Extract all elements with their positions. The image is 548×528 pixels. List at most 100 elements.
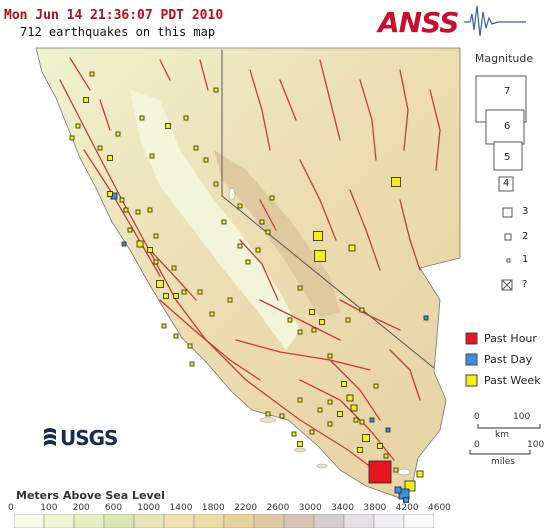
- earthquake-marker[interactable]: [353, 417, 359, 423]
- earthquake-marker[interactable]: [136, 240, 144, 248]
- earthquake-marker[interactable]: [327, 353, 333, 359]
- earthquake-marker[interactable]: [297, 397, 303, 403]
- earthquake-marker[interactable]: [297, 285, 303, 291]
- earthquake-marker[interactable]: [350, 404, 358, 412]
- earthquake-marker[interactable]: [237, 243, 243, 249]
- lake: [228, 187, 236, 201]
- earthquake-marker[interactable]: [181, 289, 187, 295]
- earthquake-marker[interactable]: [291, 431, 297, 437]
- earthquake-marker[interactable]: [319, 319, 325, 325]
- earthquake-marker[interactable]: [115, 131, 121, 137]
- earthquake-marker[interactable]: [135, 209, 141, 215]
- earthquake-marker[interactable]: [337, 411, 343, 417]
- earthquake-marker[interactable]: [287, 317, 293, 323]
- earthquake-marker[interactable]: [297, 441, 303, 447]
- earthquake-marker[interactable]: [359, 307, 365, 313]
- earthquake-marker[interactable]: [313, 231, 323, 241]
- earthquake-marker[interactable]: [193, 145, 199, 151]
- earthquake-marker[interactable]: [394, 486, 402, 494]
- earthquake-marker[interactable]: [213, 87, 219, 93]
- earthquake-marker[interactable]: [187, 343, 193, 349]
- earthquake-marker[interactable]: [147, 207, 153, 213]
- earthquake-marker[interactable]: [69, 135, 75, 141]
- scale-bar: [469, 424, 541, 455]
- earthquake-marker[interactable]: [265, 229, 271, 235]
- earthquake-marker[interactable]: [213, 181, 219, 187]
- earthquake-marker[interactable]: [369, 417, 375, 423]
- earthquake-marker[interactable]: [171, 265, 177, 271]
- usgs-logo: USGS: [44, 426, 134, 456]
- elevation-legend-title: Meters Above Sea Level: [16, 489, 165, 502]
- earthquake-marker[interactable]: [121, 241, 127, 247]
- earthquake-marker[interactable]: [127, 227, 133, 233]
- earthquake-markers[interactable]: [69, 71, 429, 503]
- earthquake-marker[interactable]: [107, 155, 113, 161]
- earthquake-marker[interactable]: [327, 421, 333, 427]
- earthquake-marker[interactable]: [341, 381, 347, 387]
- earthquake-marker[interactable]: [393, 467, 399, 473]
- earthquake-marker[interactable]: [297, 329, 303, 335]
- earthquake-marker[interactable]: [173, 293, 179, 299]
- earthquake-marker[interactable]: [385, 427, 391, 433]
- earthquake-marker[interactable]: [345, 317, 351, 323]
- earthquake-marker[interactable]: [279, 413, 285, 419]
- earthquake-marker[interactable]: [75, 123, 81, 129]
- earthquake-marker[interactable]: [173, 333, 179, 339]
- earthquake-marker[interactable]: [357, 447, 363, 453]
- earthquake-marker[interactable]: [97, 145, 103, 151]
- earthquake-marker[interactable]: [348, 244, 356, 252]
- earthquake-marker[interactable]: [391, 177, 401, 187]
- earthquake-marker[interactable]: [383, 453, 389, 459]
- earthquake-marker[interactable]: [153, 233, 159, 239]
- earthquake-marker[interactable]: [423, 315, 429, 321]
- mag-label-unknown: ?: [522, 279, 528, 290]
- elevation-band: [163, 514, 195, 528]
- earthquake-marker[interactable]: [163, 293, 169, 299]
- earthquake-marker[interactable]: [165, 123, 171, 129]
- earthquake-marker[interactable]: [368, 460, 392, 484]
- earthquake-marker[interactable]: [362, 434, 370, 442]
- earthquake-marker[interactable]: [403, 497, 409, 503]
- earthquake-marker[interactable]: [156, 280, 164, 288]
- earthquake-marker[interactable]: [373, 383, 379, 389]
- earthquake-marker[interactable]: [314, 250, 326, 262]
- elevation-band: [14, 514, 45, 528]
- earthquake-marker[interactable]: [197, 289, 203, 295]
- earthquake-marker[interactable]: [259, 219, 265, 225]
- earthquake-marker[interactable]: [317, 407, 323, 413]
- earthquake-marker[interactable]: [309, 309, 315, 315]
- earthquake-marker[interactable]: [245, 259, 251, 265]
- earthquake-marker[interactable]: [359, 419, 365, 425]
- earthquake-marker[interactable]: [269, 195, 275, 201]
- earthquake-marker[interactable]: [89, 71, 95, 77]
- earthquake-marker[interactable]: [107, 191, 113, 197]
- earthquake-marker[interactable]: [203, 157, 209, 163]
- earthquake-marker[interactable]: [139, 115, 145, 121]
- earthquake-marker[interactable]: [153, 259, 159, 265]
- earthquake-marker[interactable]: [83, 97, 89, 103]
- earthquake-marker[interactable]: [346, 394, 354, 402]
- earthquake-marker[interactable]: [161, 323, 167, 329]
- earthquake-marker[interactable]: [209, 311, 215, 317]
- earthquake-marker[interactable]: [237, 203, 243, 209]
- earthquake-marker[interactable]: [377, 443, 383, 449]
- earthquake-marker[interactable]: [255, 247, 261, 253]
- earthquake-marker[interactable]: [119, 197, 125, 203]
- earthquake-marker[interactable]: [265, 411, 271, 417]
- earthquake-marker[interactable]: [147, 247, 153, 253]
- earthquake-marker[interactable]: [189, 361, 195, 367]
- earthquake-marker[interactable]: [327, 399, 333, 405]
- mag-label-4: 4: [503, 178, 510, 189]
- earthquake-marker[interactable]: [309, 429, 315, 435]
- past-week-swatch: [465, 374, 478, 387]
- earthquake-marker[interactable]: [416, 470, 424, 478]
- earthquake-marker[interactable]: [183, 115, 189, 121]
- earthquake-marker[interactable]: [227, 297, 233, 303]
- earthquake-marker[interactable]: [311, 327, 317, 333]
- earthquake-marker[interactable]: [123, 207, 129, 213]
- earthquake-marker[interactable]: [404, 480, 416, 492]
- elevation-band: [313, 514, 345, 528]
- earthquake-marker[interactable]: [149, 153, 155, 159]
- earthquake-marker[interactable]: [221, 219, 227, 225]
